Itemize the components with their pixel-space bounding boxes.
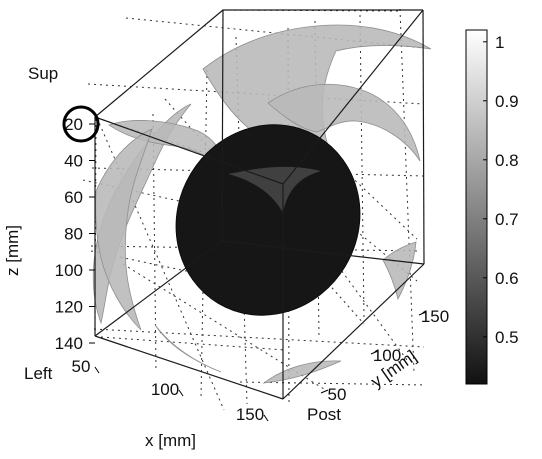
frame-edge-3 — [282, 263, 425, 400]
colorbar-tick-label-1: 1 — [495, 33, 504, 52]
z-tick-label-120: 120 — [55, 298, 83, 317]
shell-surface-piece-7 — [154, 324, 222, 373]
grid-line-12 — [399, 8, 415, 373]
grid-line-22 — [313, 195, 418, 282]
y-tick-label-150: 150 — [421, 307, 449, 326]
frame-edge-7 — [94, 116, 284, 185]
tick-layer: 20 40 60 80 100 120 140 50 100 150 50 100 150 — [55, 115, 450, 424]
y-tick-label-50: 50 — [328, 385, 347, 404]
grid-line-15 — [87, 83, 424, 105]
x-axis-label: x [mm] — [145, 431, 196, 450]
grid-line-17 — [90, 245, 421, 252]
y-tick-label-100: 100 — [373, 346, 401, 365]
grid-line-18 — [93, 328, 425, 348]
x-tick-mark-50 — [94, 366, 100, 374]
z-tick-label-80: 80 — [64, 225, 83, 244]
frame-edge-4 — [94, 335, 284, 400]
colorbar — [465, 29, 488, 385]
z-tick-label-60: 60 — [64, 188, 83, 207]
colorbar-layer: 0.5 0.6 0.7 0.8 0.9 1 — [465, 29, 519, 385]
frame-layer — [94, 9, 425, 400]
grid-line-14 — [125, 17, 425, 49]
frame-edge-12 — [221, 240, 425, 265]
x-tick-label-100: 100 — [151, 380, 179, 399]
colorbar-tick-label-0-6: 0.6 — [495, 269, 519, 288]
y-tick-mark-100 — [370, 350, 379, 355]
z-axis-label: z [mm] — [3, 225, 22, 276]
grid-line-4 — [100, 336, 286, 351]
z-tick-label-140: 140 — [55, 334, 83, 353]
ellipsoid-highlight — [228, 166, 321, 213]
post-annotation: Post — [307, 405, 341, 424]
colorbar-tick-label-0-5: 0.5 — [495, 328, 519, 347]
colorbar-tick-label-0-8: 0.8 — [495, 151, 519, 170]
grid-line-9 — [287, 27, 290, 405]
y-tick-mark-150 — [418, 311, 427, 316]
frame-edge-10 — [221, 9, 224, 242]
y-tick-mark-50 — [320, 389, 329, 394]
shell-surface-piece-3 — [267, 83, 421, 162]
colorbar-tick-label-0-7: 0.7 — [495, 210, 519, 229]
frame-edge-8 — [282, 9, 424, 185]
grid-line-19 — [239, 381, 427, 386]
z-tick-label-20: 20 — [64, 115, 83, 134]
grid-line-11 — [359, 14, 365, 319]
x-tick-label-50: 50 — [72, 357, 91, 376]
shell-surface-piece-8 — [382, 241, 417, 301]
grid-line-24 — [96, 117, 225, 411]
frame-edge-11 — [94, 240, 223, 337]
surface-layer — [92, 24, 432, 384]
sup-marker-circle — [62, 105, 100, 143]
frame-edge-6 — [94, 9, 224, 118]
shell-surface-piece-6 — [95, 128, 153, 331]
colorbar-tick-label-0-9: 0.9 — [495, 92, 519, 111]
frame-edge-2 — [422, 9, 425, 265]
x-tick-label-150: 150 — [236, 405, 264, 424]
z-tick-label-100: 100 — [55, 261, 83, 280]
sup-annotation: Sup — [28, 64, 58, 83]
x-tick-mark-100 — [178, 389, 184, 397]
x-tick-mark-150 — [263, 414, 269, 422]
z-tick-label-40: 40 — [64, 152, 83, 171]
left-annotation: Left — [24, 364, 53, 383]
